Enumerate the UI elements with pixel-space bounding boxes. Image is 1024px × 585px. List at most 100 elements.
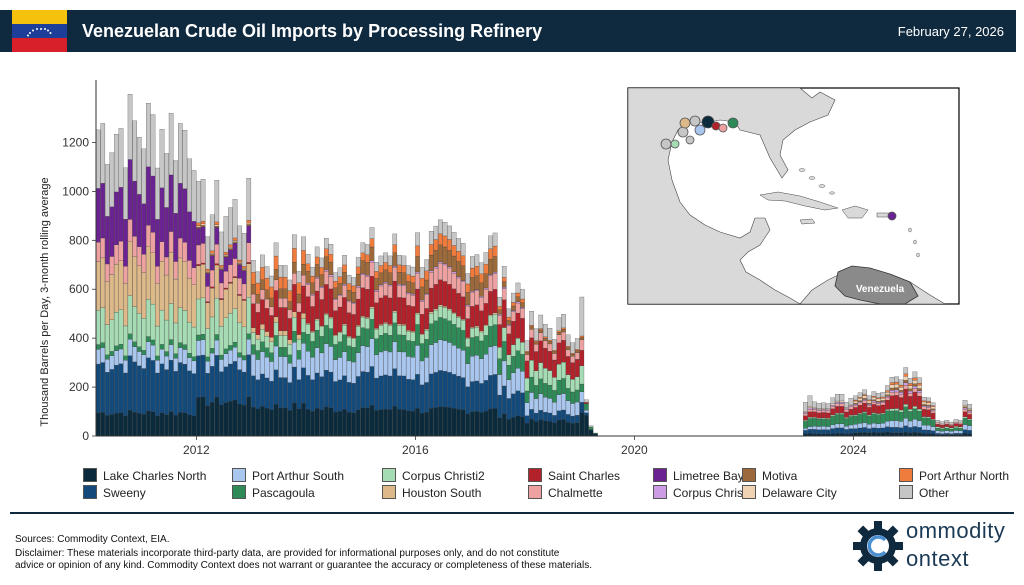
bar-segment [511,305,516,311]
bar-segment [228,244,233,248]
legend-swatch [742,485,756,499]
bar-segment [460,350,466,378]
bar-segment [885,421,890,427]
bar-segment [105,359,110,373]
bar-segment [579,337,585,341]
bar-segment [219,267,224,269]
bar-segment [292,342,297,368]
bar-segment [355,257,361,268]
bar-segment [333,359,338,382]
bar-segment [228,264,233,283]
bar-segment [433,309,439,321]
bar-segment [246,220,252,224]
bar-segment [269,337,274,342]
bar-segment [958,424,963,428]
bar-segment [857,397,863,399]
bar-segment [123,360,128,374]
bar-segment [483,303,489,325]
bar-segment [209,286,215,289]
bar-segment [374,289,379,292]
bar-segment [328,316,334,319]
bar-segment [415,374,420,409]
bar-segment [579,365,585,385]
bar-segment [196,226,201,229]
bar-segment [209,254,215,256]
bar-segment [529,337,534,361]
bar-segment [100,412,106,437]
bar-segment [506,317,512,321]
bar-segment [127,219,133,242]
bar-segment [214,180,220,223]
bar-segment [182,242,188,262]
bar-segment [287,339,293,345]
bar-segment [565,334,571,347]
bar-segment [264,266,270,279]
bar-segment [278,307,283,331]
bar-segment [447,308,452,311]
bar-segment [146,336,151,342]
bar-segment [880,402,886,406]
bar-segment [570,353,575,355]
bar-segment [219,404,224,437]
bar-segment [442,340,448,372]
bar-segment [935,420,940,423]
bar-segment [898,392,904,395]
bar-segment [401,325,407,336]
legend-swatch [742,468,756,482]
bar-segment [319,326,325,337]
bar-segment [456,327,461,349]
bar-segment [406,410,411,437]
bar-segment [465,292,471,306]
bar-segment [492,408,498,437]
bar-segment [876,413,881,415]
bar-segment [383,323,388,334]
bar-segment [930,405,936,407]
bar-segment [132,120,137,182]
bar-segment [264,336,270,348]
bar-segment [155,283,160,327]
bar-segment [314,256,320,265]
bar-segment [944,422,950,425]
bar-segment [880,397,886,401]
bar-segment [825,412,831,419]
bar-segment [501,281,507,288]
bar-segment [474,266,480,276]
bar-segment [205,356,210,362]
bar-segment [442,222,448,237]
bar-segment [365,407,370,437]
bar-segment [241,359,247,373]
bar-segment [839,394,845,402]
bar-segment [908,393,913,397]
bar-segment [492,312,498,315]
bar-segment [451,255,457,272]
bar-segment [830,416,836,425]
bar-segment [812,401,817,408]
legend-swatch [83,485,97,499]
bar-segment [105,354,110,360]
bar-segment [397,297,402,325]
bar-segment [150,232,156,253]
bar-segment [337,379,343,412]
bar-segment [533,370,539,386]
bar-segment [365,372,370,409]
bar-segment [164,414,169,437]
bar-segment [219,359,224,372]
bar-segment [953,426,959,428]
bar-segment [862,400,867,404]
bar-segment [355,266,361,275]
bar-segment [305,284,311,297]
y-tick-label: 400 [69,331,89,345]
bar-segment [501,327,507,342]
bar-segment [894,391,899,396]
map-inset: Venezuela [627,87,960,305]
bar-segment [921,406,927,410]
bar-segment [114,345,119,351]
x-tick-label: 2020 [621,443,648,457]
bar-segment [442,318,448,341]
bar-segment [328,328,334,347]
bar-segment [593,432,598,434]
bar-segment [871,427,877,433]
bar-segment [885,431,890,437]
bar-segment [561,378,566,394]
bar-segment [885,410,890,422]
